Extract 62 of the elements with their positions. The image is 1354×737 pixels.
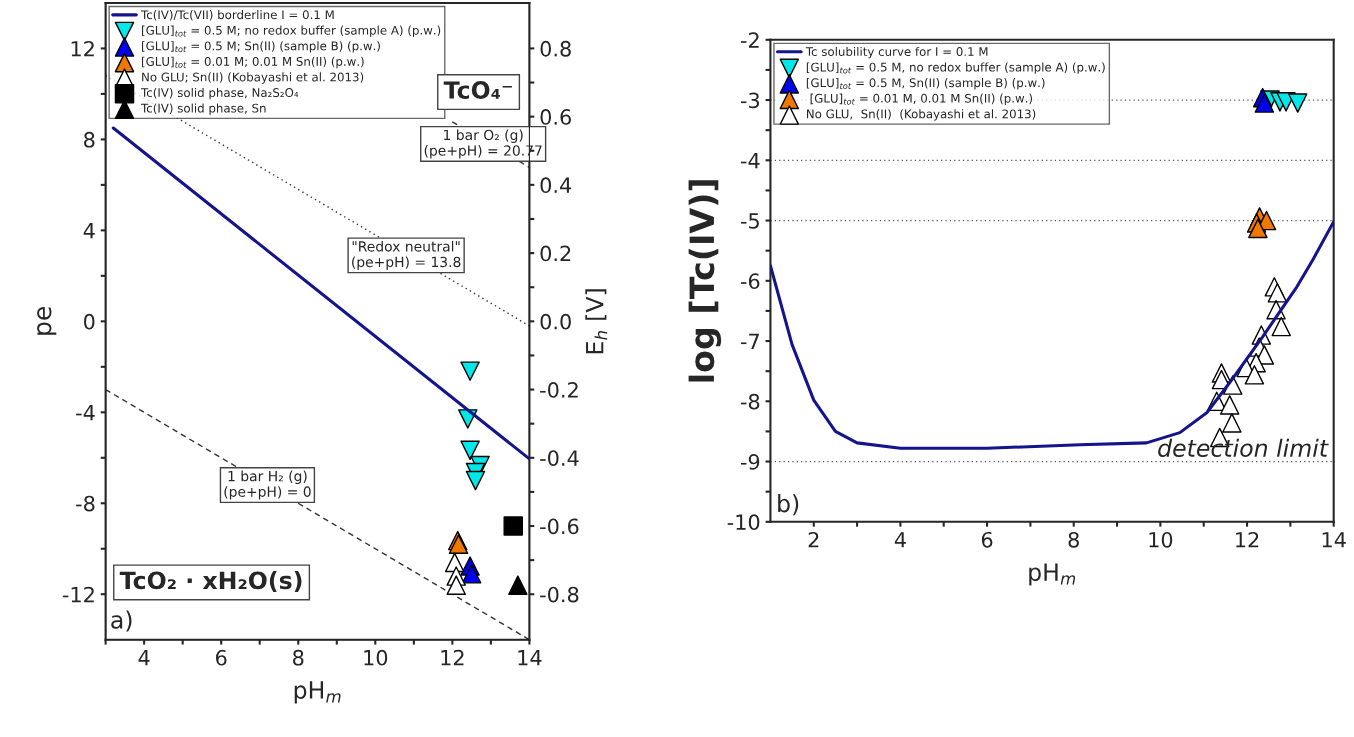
annotation: 1 bar H₂ (g) (pe+pH) = 0 [224, 470, 311, 500]
y2-tick-label: -0.6 [540, 518, 579, 535]
x-tick-label: 12 [441, 649, 464, 666]
x-tick-label: 10 [364, 649, 388, 666]
legend-label: [GLU]$_{tot}$ = 0.5 M, no redox buffer (sample A) (p.w.) [806, 62, 1105, 74]
y-tick-label: -8 [76, 495, 95, 512]
y-tick-label: 0 [84, 313, 95, 330]
y-tick-label: -5 [740, 213, 759, 229]
y2-tick-label: 0.8 [540, 40, 571, 57]
y-tick-label: -6 [740, 273, 760, 290]
x-axis-title: pH$_{m}$ [294, 681, 341, 704]
y-tick-label: -9 [740, 454, 760, 470]
annotation: a) [111, 610, 132, 632]
y-tick-label: 4 [83, 223, 95, 239]
y2-tick-label: -0.2 [540, 382, 578, 398]
y2-tick-label: 0.4 [540, 177, 572, 194]
y-axis-title: pe [37, 307, 57, 335]
y2-tick-label: 0.0 [540, 313, 571, 330]
legend-label: [GLU]$_{tot}$ = 0.01 M, 0.01 M Sn(II) (p.w.) [810, 93, 1032, 106]
ref-line-label: detection limit [1158, 438, 1329, 457]
legend-label: [GLU]$_{tot}$ = 0.5 M; Sn(II) (sample B) (p.w.) [142, 41, 380, 53]
y-tick-label: -4 [740, 153, 760, 169]
annotation: b) [778, 494, 799, 516]
legend-label: [GLU]$_{tot}$ = 0.5 M, Sn(II) (sample B) (p.w.) [806, 78, 1045, 90]
y2-axis-title: E$_{h}$ [V] [585, 289, 608, 354]
y-tick-label: -3 [740, 92, 760, 109]
legend-label: Tc solubility curve for I = 0.1 M [805, 46, 988, 59]
legend-label: Tc(IV)/Tc(VII) borderline I = 0.1 M [140, 10, 334, 21]
y-tick-label: 12 [71, 40, 94, 57]
legend-label: [GLU]$_{tot}$ = 0.5 M; no redox buffer (sample A) (p.w.) [142, 25, 441, 38]
x-tick-label: 4 [138, 650, 150, 666]
x-tick-label: 4 [894, 532, 906, 548]
x-tick-label: 2 [808, 531, 819, 548]
x-tick-label: 8 [293, 649, 304, 666]
legend-label: No GLU, Sn(II) (Kobayashi et al. 2013) [807, 109, 1036, 121]
y-axis-title: log [Tc(IV)] [688, 180, 722, 382]
y2-tick-label: -0.4 [540, 450, 579, 466]
y-tick-label: -4 [76, 405, 95, 421]
y-tick-label: 8 [84, 131, 95, 148]
legend-label: Tc(IV) solid phase, Na₂S₂O₄ [140, 87, 299, 100]
annotation: TcO₂ · xH₂O(s) [119, 571, 302, 593]
y2-tick-label: 0.2 [540, 245, 571, 262]
x-axis-title: pH$_{m}$ [1029, 563, 1076, 586]
x-tick-label: 14 [1322, 532, 1346, 548]
y-tick-label: -7 [740, 333, 759, 349]
y-tick-label: -8 [740, 393, 760, 410]
x-tick-label: 8 [1068, 531, 1079, 548]
y2-tick-label: -0.8 [540, 586, 579, 603]
x-tick-label: 12 [1236, 531, 1259, 548]
legend-label: Tc(IV) solid phase, Sn [140, 103, 266, 115]
x-tick-label: 6 [216, 649, 227, 666]
x-tick-label: 14 [518, 650, 542, 666]
annotation: "Redox neutral" (pe+pH) = 13.8 [352, 240, 461, 270]
annotation: TcO₄⁻ [443, 81, 512, 99]
y-tick-label: -10 [727, 514, 760, 531]
x-tick-label: 10 [1149, 531, 1173, 548]
y2-tick-label: 0.6 [540, 109, 571, 125]
legend-label: [GLU]$_{tot}$ = 0.01 M; 0.01 M Sn(II) (p.w.) [142, 56, 364, 69]
legend-label: No GLU; Sn(II) (Kobayashi et al. 2013) [142, 72, 364, 84]
y-tick-label: -12 [62, 586, 94, 603]
x-tick-label: 6 [981, 531, 993, 548]
y-tick-label: -2 [740, 32, 759, 48]
